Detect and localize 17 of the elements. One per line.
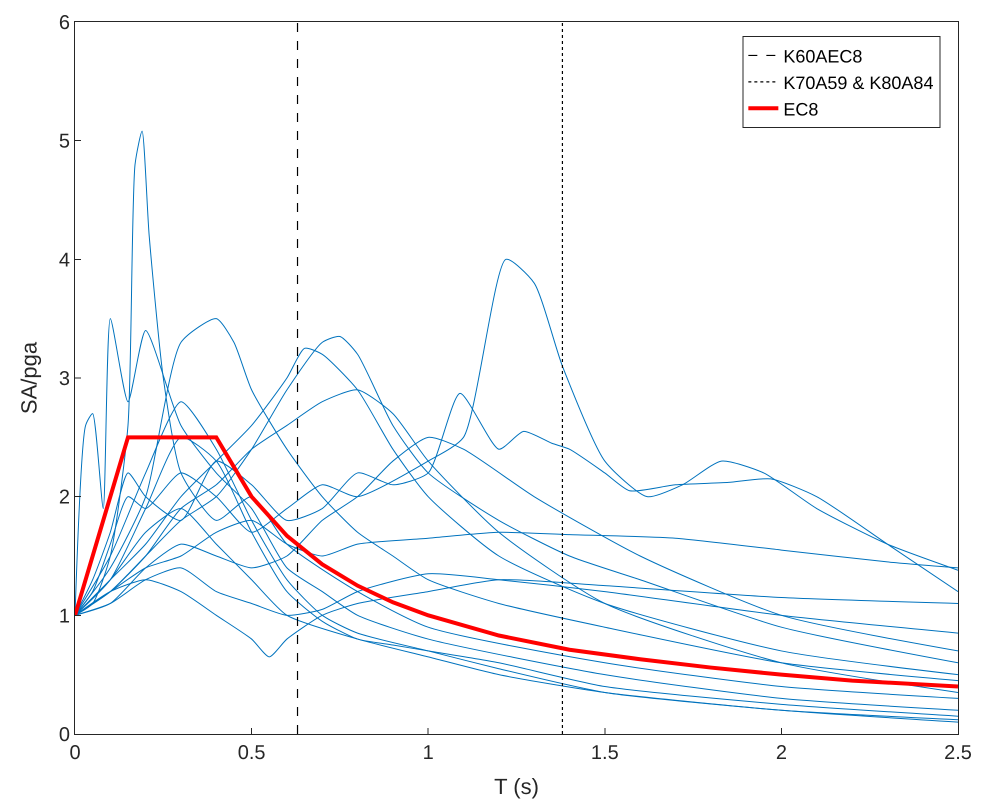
legend-label: K70A59 & K80A84 (783, 72, 934, 93)
y-axis-title: SA/pga (16, 341, 42, 414)
x-tick-label: 2 (776, 742, 787, 764)
x-tick-label: 0.5 (238, 742, 266, 764)
y-tick-label: 6 (58, 12, 70, 34)
y-tick-label: 5 (58, 130, 70, 153)
x-tick-label: 1.5 (590, 742, 619, 764)
y-tick-label: 3 (58, 368, 70, 390)
x-tick-label: 1 (422, 742, 434, 764)
y-tick-label: 2 (58, 486, 70, 509)
legend-label: K60AEC8 (783, 46, 862, 66)
y-tick-label: 1 (58, 605, 70, 628)
x-axis-title: T (s) (494, 774, 539, 799)
y-tick-label: 4 (58, 249, 70, 272)
y-tick-label: 0 (58, 724, 70, 746)
x-tick-label: 2.5 (944, 742, 972, 764)
legend-label: EC8 (783, 99, 818, 120)
